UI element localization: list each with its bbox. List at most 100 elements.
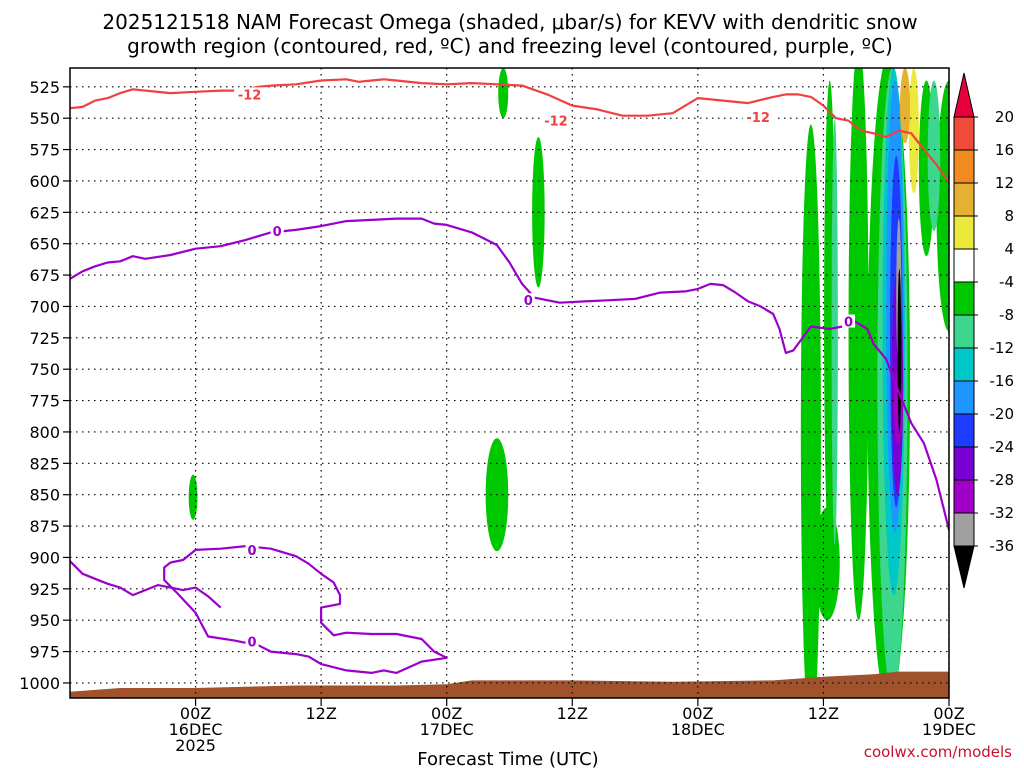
chart-title-line-1: 2025121518 NAM Forecast Omega (shaded, μ… (102, 10, 917, 34)
y-tick-label-900: 900 (29, 548, 60, 567)
colorbar-segment-9 (953, 380, 975, 415)
plot-frame (69, 67, 950, 699)
contour-label-3-1: 0 (248, 636, 257, 651)
contour-label-2-2: 0 (844, 316, 853, 331)
x-tick-label-26-1: 17DEC (420, 720, 474, 739)
colorbar-label-5: -4 (999, 273, 1014, 291)
colorbar-label-9: -20 (990, 405, 1015, 423)
omega-region-12 (927, 80, 941, 232)
colorbar-label-13: -36 (990, 537, 1015, 555)
y-tick-label-725: 725 (29, 329, 60, 348)
x-tick-label-46-0: 00Z (682, 704, 713, 723)
omega-region-3 (188, 474, 198, 520)
y-tick-label-525: 525 (29, 78, 60, 97)
x-tick-label-66-1: 19DEC (922, 720, 976, 739)
contour-line-3 (163, 545, 448, 674)
colorbar-segment-2 (953, 149, 975, 184)
x-tick-label-16-0: 12Z (305, 704, 336, 723)
ground-area (70, 671, 949, 698)
contour-lines: -12 -12 -12 0 0 0 0 0 (70, 78, 949, 674)
colorbar-segment-3 (953, 182, 975, 217)
y-tick-label-850: 850 (29, 486, 60, 505)
x-tick-label-36-0: 12Z (557, 704, 588, 723)
contour-label-bg-2-2 (842, 314, 856, 328)
colorbar-segment-6 (953, 281, 975, 316)
colorbar-label-4: 4 (1004, 240, 1014, 258)
y-tick-label-650: 650 (29, 235, 60, 254)
x-tick-label-26-0: 00Z (431, 704, 462, 723)
colorbar-segment-5 (953, 248, 975, 283)
contour-label-3-0: 0 (248, 544, 257, 559)
y-tick-label-600: 600 (29, 172, 60, 191)
colorbar-label-2: 12 (995, 174, 1014, 192)
y-tick-label-800: 800 (29, 423, 60, 442)
ground-fill (70, 671, 949, 698)
y-tick-label-750: 750 (29, 360, 60, 379)
colorbar-label-6: -8 (999, 306, 1014, 324)
omega-region-21 (908, 68, 919, 194)
grid-lines (70, 68, 950, 698)
colorbar-bottom-arrow (953, 545, 975, 589)
colorbar-top-arrow (953, 72, 975, 118)
y-tick-label-675: 675 (29, 266, 60, 285)
colorbar-label-3: 8 (1004, 207, 1014, 225)
y-tick-label-950: 950 (29, 611, 60, 630)
omega-region-10 (814, 507, 840, 621)
omega-region-6 (848, 68, 869, 621)
colorbar-segment-1 (953, 116, 975, 151)
colorbar-segment-13 (953, 512, 975, 547)
colorbar-label-7: -12 (990, 339, 1015, 357)
y-tick-label-1000: 1000 (19, 674, 60, 693)
colorbar: 20 16 12 8 4 -4 -8 -12 -16 -20 -24 -28 -32 -36 (953, 72, 1015, 589)
y-tick-label-775: 775 (29, 392, 60, 411)
contour-label-0-0: -12 (238, 88, 262, 103)
x-tick-label-66-0: 00Z (933, 704, 964, 723)
contour-label-2-1: 0 (524, 294, 533, 309)
contour-line-0 (70, 78, 949, 187)
x-axis-label: Forecast Time (UTC) (417, 749, 598, 768)
y-tick-label-700: 700 (29, 297, 60, 316)
contour-label-bg-0-1 (540, 113, 572, 127)
colorbar-label-12: -32 (990, 504, 1015, 522)
chart-title-line-2: growth region (contoured, red, ºC) and f… (127, 34, 893, 58)
y-tick-label-550: 550 (29, 109, 60, 128)
contour-label-0-2: -12 (746, 111, 770, 126)
omega-region-20 (897, 268, 902, 432)
omega-region-24 (900, 68, 911, 144)
contour-label-bg-3-1 (245, 634, 259, 648)
y-tick-label-625: 625 (29, 203, 60, 222)
colorbar-segment-11 (953, 446, 975, 481)
colorbar-label-8: -16 (990, 372, 1015, 390)
omega-region-13 (831, 118, 838, 545)
y-tick-label-875: 875 (29, 517, 60, 536)
contour-label-bg-0-0 (234, 87, 266, 101)
y-tick-label-825: 825 (29, 454, 60, 473)
contour-label-bg-0-2 (742, 109, 774, 123)
colorbar-label-1: 16 (995, 141, 1014, 159)
contour-label-2-0: 0 (273, 225, 282, 240)
colorbar-label-10: -24 (990, 438, 1015, 456)
colorbar-label-0: 20 (995, 108, 1014, 126)
colorbar-segment-10 (953, 413, 975, 448)
contour-label-bg-3-0 (245, 542, 259, 556)
colorbar-segment-7 (953, 314, 975, 349)
colorbar-segment-4 (953, 215, 975, 250)
omega-region-4 (800, 124, 821, 698)
y-tick-label-975: 975 (29, 643, 60, 662)
colorbar-segment-12 (953, 479, 975, 514)
x-tick-label-6-0: 00Z (180, 704, 211, 723)
y-axis: 525 550 575 600 625 650 675 700 725 750 775 800 825 8… (19, 78, 70, 693)
contour-line-4 (70, 560, 222, 609)
y-tick-label-575: 575 (29, 141, 60, 160)
x-tick-label-6-1: 16DEC (169, 720, 223, 739)
contour-label-0-1: -12 (544, 115, 568, 130)
x-tick-label-46-1: 18DEC (671, 720, 725, 739)
x-tick-label-6-2: 2025 (175, 736, 216, 755)
colorbar-label-11: -28 (990, 471, 1015, 489)
omega-shading (188, 68, 949, 698)
x-tick-label-56-0: 12Z (808, 704, 839, 723)
contour-line-2 (70, 217, 949, 532)
omega-region-1 (498, 68, 509, 119)
